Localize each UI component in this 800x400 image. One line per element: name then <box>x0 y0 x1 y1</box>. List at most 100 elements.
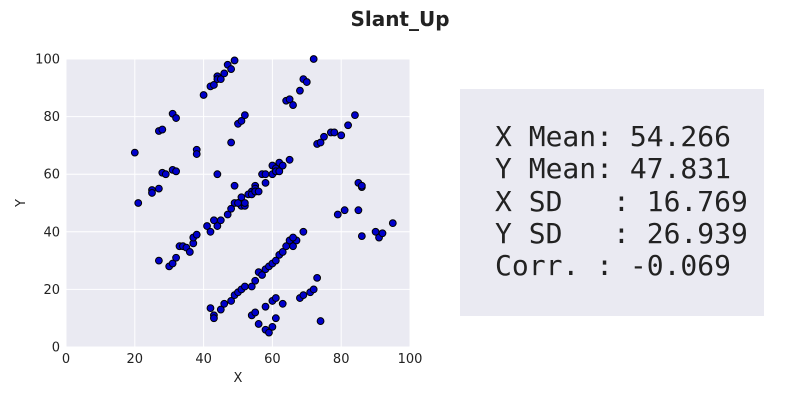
scatter-point <box>316 138 325 147</box>
scatter-point <box>134 199 143 207</box>
scatter-point <box>161 170 170 179</box>
scatter-point <box>278 161 287 170</box>
scatter-points <box>130 55 397 337</box>
scatter-point <box>271 314 280 323</box>
scatter-point <box>278 248 287 256</box>
scatter-point <box>210 314 218 323</box>
scatter-point <box>251 308 260 317</box>
scatter-point <box>230 56 239 65</box>
scatter-point <box>268 322 277 331</box>
scatter-point <box>309 285 318 294</box>
scatter-point <box>302 78 311 86</box>
scatter-point <box>158 125 167 134</box>
scatter-point <box>203 222 211 230</box>
scatter-point <box>216 75 225 84</box>
scatter-point <box>240 111 249 120</box>
scatter-point <box>344 121 352 130</box>
scatter-point <box>289 233 297 242</box>
scatter-point <box>227 65 236 73</box>
scatter-point <box>289 101 297 109</box>
scatter-point <box>220 299 229 308</box>
scatter-point <box>172 253 180 262</box>
scatter-point <box>227 138 236 147</box>
scatter-point <box>154 256 163 265</box>
scatter-point <box>351 111 359 120</box>
scatter-point <box>261 178 270 187</box>
scatter-point <box>237 117 246 125</box>
scatter-point <box>227 297 236 305</box>
scatter-point <box>216 216 225 225</box>
scatter-point <box>265 328 273 337</box>
scatter-point <box>330 128 339 137</box>
scatter-point <box>299 291 308 300</box>
scatter-point <box>378 229 387 238</box>
scatter-point <box>254 187 263 196</box>
scatter-point <box>220 69 229 78</box>
scatter-point <box>296 86 304 95</box>
scatter-point <box>261 302 270 311</box>
scatter-point <box>199 91 208 99</box>
scatter-point <box>130 148 139 157</box>
scatter-point <box>251 276 260 285</box>
scatter-point <box>278 299 287 308</box>
scatter-point <box>223 210 232 219</box>
scatter-point <box>206 304 215 313</box>
x-axis-ticks: 0 20 40 60 80 100 <box>62 352 423 367</box>
y-tick-label: 40 <box>43 225 60 240</box>
x-tick-label: 20 <box>127 352 144 367</box>
y-tick-label: 100 <box>35 53 60 68</box>
y-tick-label: 60 <box>43 168 60 183</box>
scatter-point <box>357 181 366 190</box>
stats-corr: Corr. : -0.069 <box>495 249 731 282</box>
x-axis-label: X <box>234 371 243 386</box>
stats-y-mean: Y Mean: 47.831 <box>495 152 731 185</box>
scatter-point <box>185 248 194 256</box>
scatter-point <box>282 242 291 251</box>
y-axis-ticks: 0 20 40 60 80 100 <box>35 53 60 356</box>
stats-y-sd: Y SD : 26.939 <box>495 217 748 250</box>
scatter-point <box>313 273 322 282</box>
scatter-point <box>192 230 201 239</box>
scatter-point <box>271 256 280 265</box>
x-tick-label: 0 <box>62 352 70 367</box>
scatter-point <box>172 167 180 176</box>
stats-box <box>460 89 764 316</box>
chart-title: Slant_Up <box>350 7 449 31</box>
stats-x-mean: X Mean: 54.266 <box>495 120 731 153</box>
scatter-point <box>240 199 249 207</box>
scatter-point <box>230 181 239 190</box>
scatter-point <box>271 294 280 302</box>
scatter-point <box>354 206 363 215</box>
scatter-point <box>285 95 294 104</box>
x-tick-label: 40 <box>195 352 212 367</box>
scatter-point <box>168 259 177 268</box>
scatter-point <box>320 132 328 141</box>
scatter-point <box>254 320 263 328</box>
scatter-point <box>227 204 236 213</box>
scatter-point <box>357 232 366 241</box>
scatter-point <box>337 131 346 140</box>
scatter-point <box>240 282 249 291</box>
scatter-point <box>333 210 342 219</box>
scatter-point <box>192 150 201 158</box>
scatter-point <box>285 155 294 164</box>
scatter-point <box>340 206 349 215</box>
scatter-point <box>154 184 163 193</box>
scatter-point <box>299 227 308 236</box>
x-tick-label: 60 <box>264 352 281 367</box>
scatter-point <box>213 170 222 179</box>
scatter-point <box>261 170 270 179</box>
stats-x-sd: X SD : 16.769 <box>495 185 748 218</box>
y-tick-label: 80 <box>43 110 60 125</box>
scatter-point <box>210 81 218 89</box>
scatter-point <box>258 271 266 279</box>
scatter-point <box>388 219 397 228</box>
y-tick-label: 0 <box>52 341 60 356</box>
scatter-point <box>237 193 246 202</box>
y-axis-label: Y <box>14 199 29 208</box>
scatter-point <box>213 222 222 230</box>
x-tick-label: 80 <box>333 352 350 367</box>
scatter-point <box>275 167 284 176</box>
scatter-point <box>172 114 180 122</box>
